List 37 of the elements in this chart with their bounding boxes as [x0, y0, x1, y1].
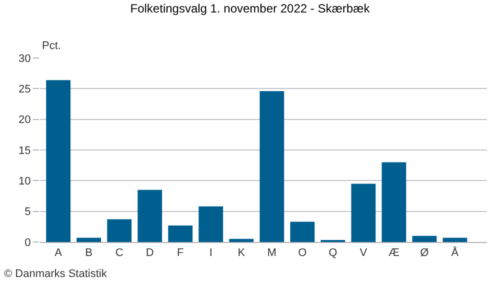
x-tick-label: Æ	[388, 247, 400, 260]
x-tick-label: Q	[328, 247, 338, 260]
x-tick-label: M	[267, 247, 276, 260]
x-tick-label: D	[146, 247, 154, 260]
bar	[351, 184, 376, 242]
text: © Danmarks Statistik	[4, 268, 108, 280]
x-tick-label: I	[209, 247, 212, 260]
bar	[229, 238, 254, 242]
bar	[412, 236, 437, 242]
bar	[168, 225, 193, 242]
bar	[260, 91, 284, 242]
x-tick-label: Å	[451, 246, 460, 260]
bar	[76, 238, 102, 242]
bar	[46, 80, 71, 242]
x-tick-label: A	[54, 247, 63, 260]
x-tick-label: K	[238, 247, 246, 260]
y-tick-label: 0	[24, 236, 31, 249]
x-tick-label: F	[176, 247, 184, 260]
y-tick-label: 25	[18, 84, 31, 96]
bar	[138, 190, 162, 242]
bar	[382, 162, 406, 242]
y-tick-label: 20	[18, 114, 31, 126]
x-tick-label: C	[115, 247, 124, 260]
x-tick-label: Ø	[420, 247, 430, 260]
x-tick-label: V	[360, 247, 368, 260]
x-tick-label: O	[298, 247, 308, 260]
y-tick-label: 15	[18, 144, 31, 157]
bar	[290, 222, 315, 242]
y-axis-title: Pct.	[42, 40, 61, 52]
y-tick-label: 10	[18, 176, 31, 188]
y-tick-label: 5	[24, 206, 31, 218]
bar	[107, 219, 132, 242]
bar	[198, 206, 224, 242]
chart-title: Folketingsvalg 1. november 2022 - Skærbæk	[130, 2, 371, 16]
y-tick-label: 30	[18, 52, 31, 65]
x-tick-label: B	[85, 247, 92, 260]
bar	[442, 238, 468, 242]
